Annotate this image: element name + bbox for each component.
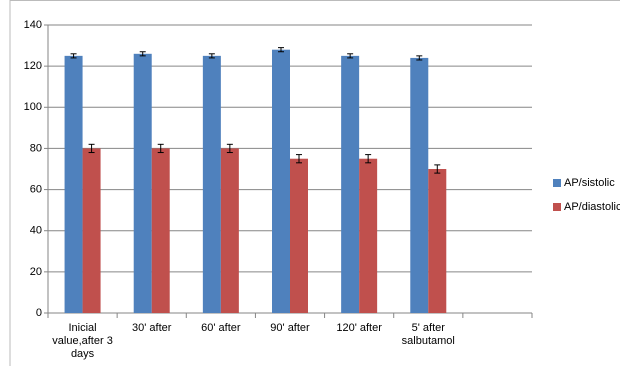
bar bbox=[428, 169, 447, 313]
x-tick-label: 60' after bbox=[201, 322, 241, 334]
bar bbox=[64, 55, 83, 313]
x-tick-label: Inicial value,after 3 days bbox=[52, 322, 113, 360]
bar bbox=[133, 53, 152, 314]
y-tick-label: 120 bbox=[24, 60, 42, 72]
y-tick-label: 80 bbox=[30, 142, 42, 154]
y-tick-label: 0 bbox=[36, 307, 42, 319]
y-tick-label: 100 bbox=[24, 101, 42, 113]
x-tick-label: 30' after bbox=[132, 322, 172, 334]
bar bbox=[82, 148, 101, 313]
bar bbox=[341, 55, 360, 313]
legend-label: AP/sistolic bbox=[564, 177, 615, 189]
bar bbox=[202, 55, 221, 313]
bar bbox=[359, 158, 378, 313]
y-tick-label: 40 bbox=[30, 225, 42, 237]
bar bbox=[220, 148, 239, 313]
x-tick-label: 5' after salbutamol bbox=[401, 322, 455, 347]
legend-swatch bbox=[553, 179, 561, 187]
y-tick-label: 20 bbox=[30, 266, 42, 278]
bar bbox=[272, 49, 290, 313]
x-tick-label: 120' after bbox=[336, 322, 382, 334]
chart-frame bbox=[9, 0, 620, 366]
x-tick-label: 90' after bbox=[270, 322, 310, 334]
bar bbox=[151, 148, 170, 313]
y-tick-label: 60 bbox=[30, 183, 42, 195]
y-tick-label: 140 bbox=[24, 19, 42, 31]
bar bbox=[290, 158, 308, 313]
legend-swatch bbox=[553, 203, 561, 211]
bar bbox=[410, 57, 429, 313]
legend-label: AP/diastolic bbox=[564, 201, 620, 213]
